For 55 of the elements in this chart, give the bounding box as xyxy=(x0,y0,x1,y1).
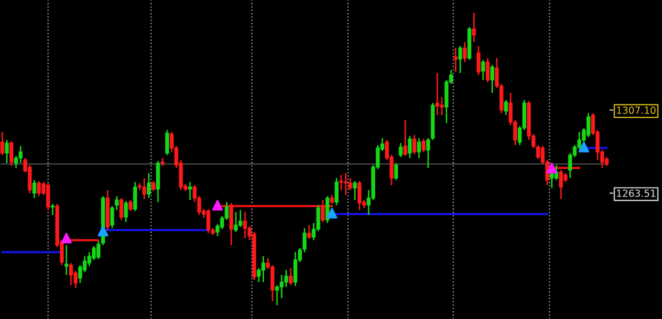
candlestick xyxy=(325,195,330,224)
candlestick xyxy=(4,139,9,164)
candlestick xyxy=(128,199,132,212)
candlestick xyxy=(78,264,82,284)
candlestick xyxy=(261,255,266,283)
candlestick xyxy=(462,41,467,63)
candlestick xyxy=(486,57,490,83)
candlestick xyxy=(188,181,192,201)
candlestick xyxy=(64,244,68,276)
candlestick xyxy=(146,172,151,199)
candlestick xyxy=(50,203,55,216)
candlestick xyxy=(238,209,242,228)
candlestick xyxy=(151,180,156,192)
candlestick xyxy=(458,45,462,74)
candlestick xyxy=(165,129,170,156)
candlestick xyxy=(504,99,508,116)
candlestick xyxy=(394,162,398,181)
point xyxy=(326,208,338,218)
candlestick xyxy=(426,137,430,169)
candlestick xyxy=(288,267,293,286)
candlestick xyxy=(114,195,119,211)
point xyxy=(98,226,108,236)
candlestick xyxy=(0,131,4,156)
candlestick xyxy=(476,45,480,76)
candlestick xyxy=(229,202,234,246)
candlestick xyxy=(352,180,357,201)
candlestick xyxy=(124,200,128,223)
candlestick xyxy=(490,64,494,94)
candlestick xyxy=(472,12,476,43)
candlestick xyxy=(412,134,416,155)
y-tick-label: 1263.51 xyxy=(617,190,656,197)
candlestick xyxy=(339,174,344,191)
candlestick xyxy=(417,137,421,159)
candlestick xyxy=(481,59,486,81)
point xyxy=(546,162,558,174)
candlestick xyxy=(454,47,458,73)
point xyxy=(212,200,223,210)
candlestick xyxy=(403,119,408,157)
y-tick-label: 1307.10 xyxy=(617,106,656,114)
point xyxy=(61,232,72,244)
candlestick xyxy=(110,205,114,229)
candlestick xyxy=(320,199,325,223)
candlestick xyxy=(408,135,412,159)
candlestick xyxy=(348,177,352,191)
candlestick xyxy=(334,177,339,206)
candlestick xyxy=(440,96,444,116)
candlestick xyxy=(133,181,138,212)
candlestick xyxy=(302,227,306,253)
point xyxy=(578,142,590,152)
candlestick xyxy=(307,224,312,240)
candlestick xyxy=(398,142,403,158)
candlestick xyxy=(119,197,124,221)
candlestick xyxy=(10,140,14,167)
candlestick xyxy=(422,138,426,153)
candlestick xyxy=(32,179,36,199)
